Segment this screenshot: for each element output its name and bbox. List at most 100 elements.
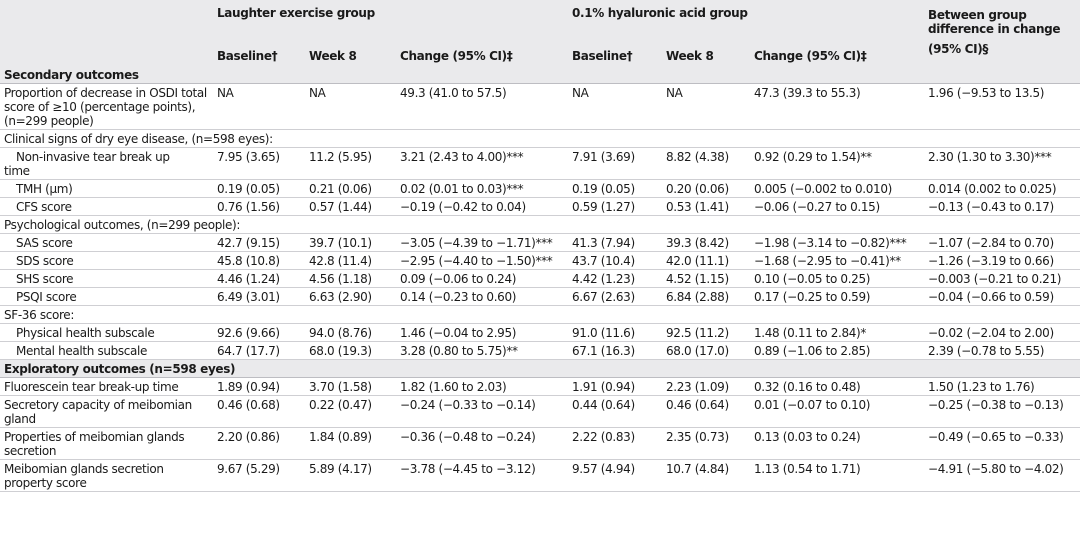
header-blank-2 — [0, 42, 213, 66]
cell: 1.96 (−9.53 to 13.5) — [924, 83, 1080, 130]
cell: 0.19 (0.05) — [213, 179, 305, 198]
cell: −1.98 (−3.14 to −0.82)*** — [750, 233, 925, 252]
row-label: Proportion of decrease in OSDI total sco… — [0, 83, 213, 130]
section-row: Secondary outcomes — [0, 66, 1080, 84]
cell: 4.42 (1.23) — [568, 269, 663, 288]
cell: −0.003 (−0.21 to 0.21) — [924, 269, 1080, 288]
cell: −0.25 (−0.38 to −0.13) — [924, 395, 1080, 428]
cell: 42.7 (9.15) — [213, 233, 305, 252]
cell: NA — [568, 83, 663, 130]
cell: −0.02 (−2.04 to 2.00) — [924, 323, 1080, 342]
cell: 0.09 (−0.06 to 0.24) — [396, 269, 569, 288]
row-label: Mental health subscale — [0, 341, 213, 360]
cell: NA — [662, 83, 751, 130]
cell: 41.3 (7.94) — [568, 233, 663, 252]
cell: 3.70 (1.58) — [305, 377, 396, 396]
table-row: SDS score 45.8 (10.8) 42.8 (11.4) −2.95 … — [0, 251, 1080, 270]
row-label: PSQI score — [0, 287, 213, 306]
cell: 64.7 (17.7) — [213, 341, 305, 360]
section-exploratory: Exploratory outcomes (n=598 eyes) — [0, 359, 1080, 378]
table-row: Secretory capacity of meibomian gland 0.… — [0, 395, 1080, 428]
row-label: Secretory capacity of meibomian gland — [0, 395, 213, 428]
cell: 1.46 (−0.04 to 2.95) — [396, 323, 569, 342]
section-row: Exploratory outcomes (n=598 eyes) — [0, 359, 1080, 378]
row-label: Physical health subscale — [0, 323, 213, 342]
table-row: CFS score 0.76 (1.56) 0.57 (1.44) −0.19 … — [0, 197, 1080, 216]
cell: 0.14 (−0.23 to 0.60) — [396, 287, 569, 306]
cell: 1.91 (0.94) — [568, 377, 663, 396]
cell: 92.6 (9.66) — [213, 323, 305, 342]
cell: 42.0 (11.1) — [662, 251, 751, 270]
cell: 68.0 (19.3) — [305, 341, 396, 360]
cell: 5.89 (4.17) — [305, 459, 396, 492]
table-row: Physical health subscale 92.6 (9.66) 94.… — [0, 323, 1080, 342]
cell: 2.35 (0.73) — [662, 427, 751, 460]
header-between-ci: (95% CI)§ — [924, 42, 1080, 66]
cell: −0.49 (−0.65 to −0.33) — [924, 427, 1080, 460]
cell: 0.32 (0.16 to 0.48) — [750, 377, 925, 396]
cell: 0.46 (0.68) — [213, 395, 305, 428]
cell: 1.48 (0.11 to 2.84)* — [750, 323, 925, 342]
cell: 0.76 (1.56) — [213, 197, 305, 216]
row-label: SAS score — [0, 233, 213, 252]
subsection-row: SF-36 score: — [0, 305, 1080, 324]
header-change-laughter: Change (95% CI)‡ — [396, 42, 569, 66]
cell: −2.95 (−4.40 to −1.50)*** — [396, 251, 569, 270]
cell: 94.0 (8.76) — [305, 323, 396, 342]
cell: 2.23 (1.09) — [662, 377, 751, 396]
cell: 6.67 (2.63) — [568, 287, 663, 306]
row-label: Non-invasive tear break up time — [0, 147, 213, 180]
cell: 92.5 (11.2) — [662, 323, 751, 342]
cell: 1.84 (0.89) — [305, 427, 396, 460]
cell: −1.68 (−2.95 to −0.41)** — [750, 251, 925, 270]
results-table: Laughter exercise group 0.1% hyaluronic … — [0, 0, 1080, 492]
cell: 0.13 (0.03 to 0.24) — [750, 427, 925, 460]
row-label: TMH (μm) — [0, 179, 213, 198]
cell: 0.005 (−0.002 to 0.010) — [750, 179, 925, 198]
cell: 3.21 (2.43 to 4.00)*** — [396, 147, 569, 180]
table-row: Proportion of decrease in OSDI total sco… — [0, 83, 1080, 130]
cell: 39.3 (8.42) — [662, 233, 751, 252]
subsection-row: Clinical signs of dry eye disease, (n=59… — [0, 129, 1080, 148]
cell: 1.82 (1.60 to 2.03) — [396, 377, 569, 396]
cell: 7.95 (3.65) — [213, 147, 305, 180]
table-row: Mental health subscale 64.7 (17.7) 68.0 … — [0, 341, 1080, 360]
cell: 11.2 (5.95) — [305, 147, 396, 180]
subsection-clinical: Clinical signs of dry eye disease, (n=59… — [0, 129, 1080, 148]
table-row: PSQI score 6.49 (3.01) 6.63 (2.90) 0.14 … — [0, 287, 1080, 306]
cell: 42.8 (11.4) — [305, 251, 396, 270]
cell: 91.0 (11.6) — [568, 323, 663, 342]
header-baseline-laughter: Baseline† — [213, 42, 305, 66]
cell: NA — [305, 83, 396, 130]
header-blank — [0, 0, 213, 42]
cell: 39.7 (10.1) — [305, 233, 396, 252]
cell: −1.26 (−3.19 to 0.66) — [924, 251, 1080, 270]
header-hyaluronic-group: 0.1% hyaluronic acid group — [568, 0, 925, 42]
cell: −0.24 (−0.33 to −0.14) — [396, 395, 569, 428]
cell: 6.63 (2.90) — [305, 287, 396, 306]
cell: 2.20 (0.86) — [213, 427, 305, 460]
table-row: Properties of meibomian glands secretion… — [0, 427, 1080, 460]
row-label-line2: time — [4, 164, 30, 178]
cell: 43.7 (10.4) — [568, 251, 663, 270]
cell: −0.36 (−0.48 to −0.24) — [396, 427, 569, 460]
header-baseline-hyaluronic: Baseline† — [568, 42, 663, 66]
cell: 4.46 (1.24) — [213, 269, 305, 288]
subsection-row: Psychological outcomes, (n=299 people): — [0, 215, 1080, 234]
cell: 0.19 (0.05) — [568, 179, 663, 198]
cell: 2.22 (0.83) — [568, 427, 663, 460]
cell: 49.3 (41.0 to 57.5) — [396, 83, 569, 130]
cell: 0.21 (0.06) — [305, 179, 396, 198]
subsection-sf36: SF-36 score: — [0, 305, 1080, 324]
cell: 0.02 (0.01 to 0.03)*** — [396, 179, 569, 198]
row-label: SDS score — [0, 251, 213, 270]
cell: 67.1 (16.3) — [568, 341, 663, 360]
table-row: Non-invasive tear break up time 7.95 (3.6… — [0, 147, 1080, 180]
table-row: Fluorescein tear break-up time 1.89 (0.9… — [0, 377, 1080, 396]
cell: −3.78 (−4.45 to −3.12) — [396, 459, 569, 492]
cell: −4.91 (−5.80 to −4.02) — [924, 459, 1080, 492]
cell: 10.7 (4.84) — [662, 459, 751, 492]
table-row: SHS score 4.46 (1.24) 4.56 (1.18) 0.09 (… — [0, 269, 1080, 288]
cell: 9.57 (4.94) — [568, 459, 663, 492]
cell: 8.82 (4.38) — [662, 147, 751, 180]
